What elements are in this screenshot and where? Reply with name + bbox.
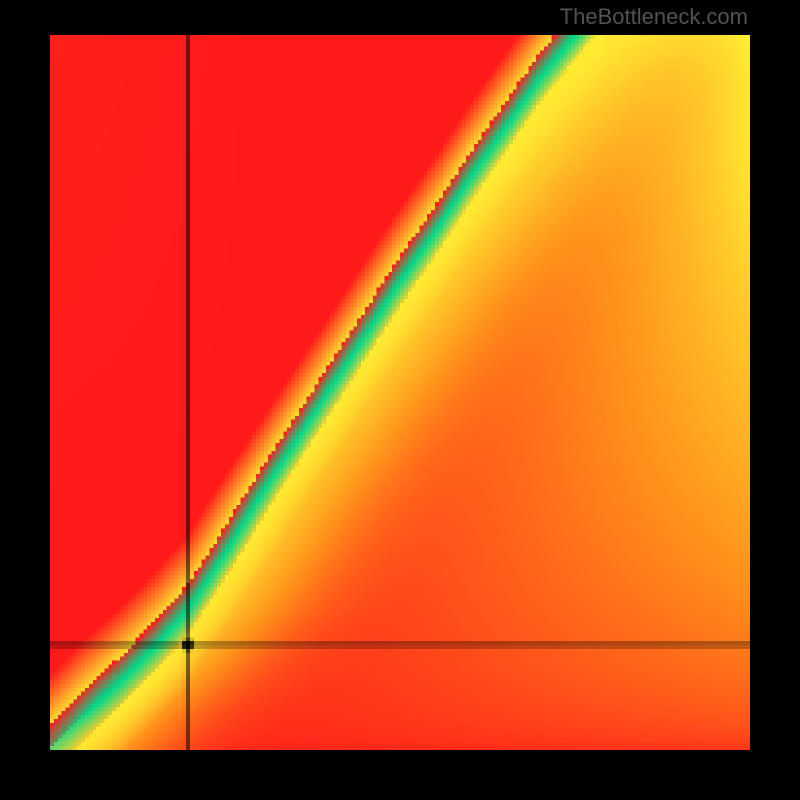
chart-frame: TheBottleneck.com bbox=[0, 0, 800, 800]
watermark-text: TheBottleneck.com bbox=[560, 4, 748, 30]
heatmap-canvas bbox=[50, 35, 750, 750]
